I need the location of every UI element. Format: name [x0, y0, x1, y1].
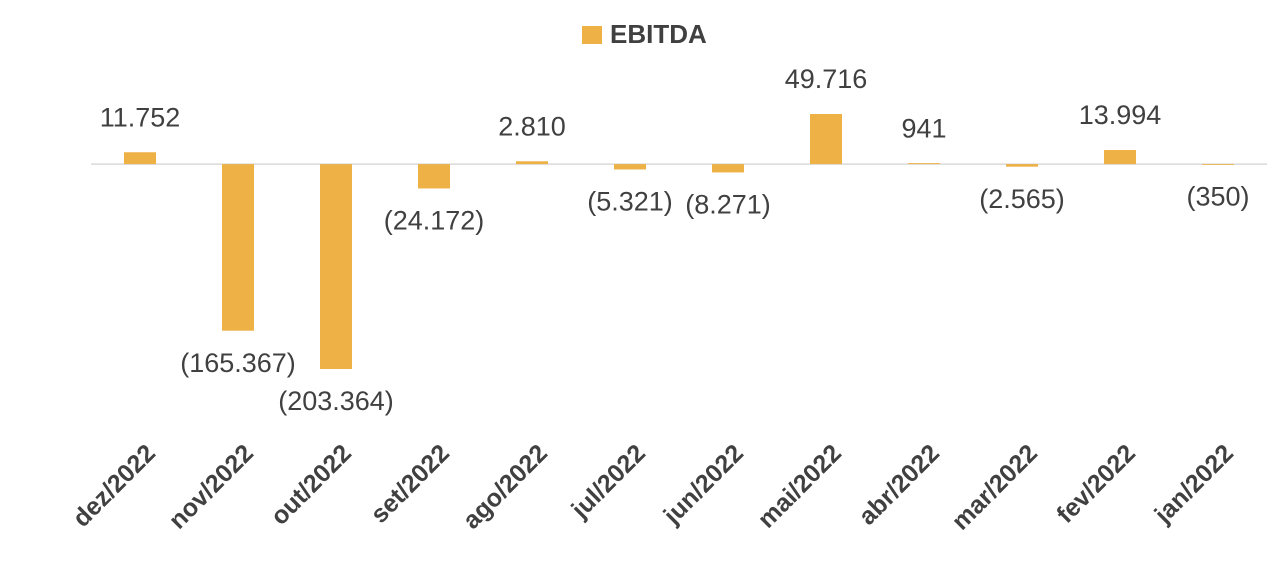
bar — [418, 164, 450, 189]
value-label: (2.565) — [979, 184, 1065, 214]
bar — [320, 164, 352, 369]
legend: EBITDA — [582, 19, 707, 49]
bar — [1104, 149, 1136, 165]
x-tick-label: fev/2022 — [1051, 439, 1141, 529]
bar — [712, 164, 744, 173]
x-tick-label: jul/2022 — [566, 439, 651, 524]
x-tick-label: out/2022 — [265, 439, 357, 531]
x-tick-label: ago/2022 — [457, 439, 552, 534]
value-label: (165.367) — [180, 348, 296, 378]
bar — [516, 161, 548, 165]
bar — [222, 164, 254, 331]
bar — [908, 163, 940, 165]
value-label: 49.716 — [785, 64, 868, 94]
legend-label: EBITDA — [610, 19, 707, 49]
value-label: (24.172) — [384, 206, 485, 236]
x-tick-label: abr/2022 — [853, 439, 945, 531]
bar — [124, 152, 156, 165]
x-tick-label: nov/2022 — [163, 439, 258, 534]
value-label: 2.810 — [498, 111, 566, 141]
bar — [614, 164, 646, 170]
x-tick-label: jan/2022 — [1149, 439, 1239, 529]
value-label: (203.364) — [278, 386, 394, 416]
value-label: 11.752 — [100, 102, 181, 132]
value-label: 941 — [901, 113, 946, 143]
value-label: (5.321) — [587, 187, 673, 217]
bar — [810, 114, 842, 165]
value-label: (350) — [1186, 182, 1249, 212]
x-tick-label: mai/2022 — [752, 439, 846, 533]
x-tick-label: jun/2022 — [658, 439, 749, 530]
x-tick-label: mar/2022 — [946, 439, 1042, 535]
x-tick-label: set/2022 — [365, 439, 455, 529]
bar — [1006, 164, 1038, 167]
value-label: 13.994 — [1079, 100, 1162, 130]
x-tick-label: dez/2022 — [67, 439, 161, 533]
legend-swatch — [582, 26, 602, 44]
bar — [1202, 164, 1234, 165]
value-label: (8.271) — [685, 190, 771, 220]
